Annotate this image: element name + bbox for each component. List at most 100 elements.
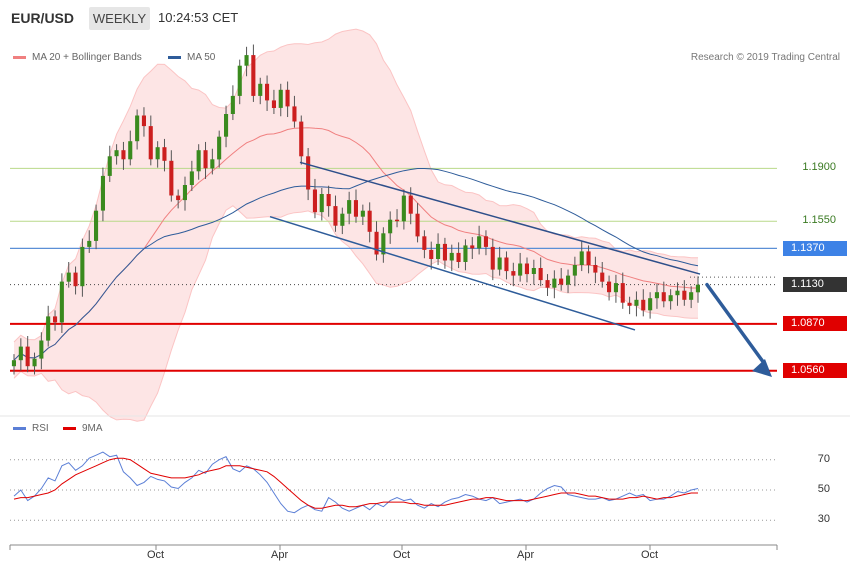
candle-body <box>381 233 386 255</box>
candle-body <box>121 150 126 160</box>
candle-body <box>538 268 543 281</box>
candle-body <box>483 236 488 247</box>
candle-body <box>367 210 372 232</box>
channel-upper-line <box>299 161 701 275</box>
candle-body <box>654 292 659 299</box>
candle-body <box>613 283 618 293</box>
ma20-swatch <box>13 56 26 59</box>
candle-body <box>668 295 673 302</box>
candle-body <box>566 275 571 285</box>
candle-body <box>422 236 427 250</box>
rsi-ma-swatch <box>63 427 76 430</box>
candle-body <box>32 358 37 367</box>
rsi-legend-label: RSI <box>32 423 49 434</box>
candle-body <box>388 219 393 234</box>
candle-body <box>299 121 304 157</box>
candle-body <box>456 252 461 262</box>
rsi-ma-legend-label: 9MA <box>82 423 103 434</box>
candle-body <box>182 185 187 201</box>
candle-body <box>312 189 317 213</box>
candle-body <box>265 83 270 101</box>
candle-body <box>53 316 58 323</box>
candle-body <box>408 195 413 214</box>
x-tick-label-3: Apr <box>517 549 535 561</box>
candle-body <box>333 206 338 226</box>
candle-body <box>217 136 222 160</box>
candle-body <box>347 200 352 214</box>
candle-body <box>661 292 666 302</box>
candle-body <box>73 272 78 287</box>
candle-body <box>237 65 242 96</box>
price-level-label-3: 1.1130 <box>783 277 847 293</box>
candle-body <box>429 249 434 259</box>
candle-body <box>203 150 208 169</box>
candle-body <box>319 194 324 213</box>
candle-body <box>258 83 263 96</box>
candle-body <box>224 114 229 137</box>
candle-body <box>340 213 345 226</box>
candle-body <box>196 150 201 172</box>
candle-body <box>46 316 51 341</box>
x-tick-label-4: Oct <box>641 549 659 561</box>
candle-body <box>648 298 653 311</box>
price-level-label-4: 1.0870 <box>783 316 847 332</box>
candle-body <box>326 194 331 207</box>
candle-body <box>39 340 44 359</box>
channel-lower-line <box>269 215 636 331</box>
candle-body <box>586 251 591 265</box>
candle-body <box>620 283 625 303</box>
candle-body <box>189 171 194 185</box>
candle-body <box>477 236 482 249</box>
candle-body <box>292 106 297 122</box>
timeframe-button[interactable]: WEEKLY <box>89 7 150 30</box>
candle-body <box>80 246 85 287</box>
ma50-legend: MA 50 <box>168 52 215 63</box>
candle-body <box>141 115 146 127</box>
rsi-line <box>13 451 699 514</box>
candle-body <box>59 281 64 323</box>
candle-body <box>210 159 215 169</box>
candle-body <box>470 245 475 249</box>
candle-body <box>401 195 406 222</box>
x-tick-label-1: Apr <box>271 549 289 561</box>
candle-body <box>634 299 639 306</box>
ma20-legend: MA 20 + Bollinger Bands <box>13 52 142 63</box>
candle-body <box>545 280 550 288</box>
candle-body <box>436 243 441 259</box>
ma50-swatch <box>168 56 181 59</box>
candle-body <box>600 272 605 282</box>
candle-body <box>504 257 509 272</box>
candle-body <box>25 346 30 367</box>
candle-body <box>251 55 256 96</box>
candle-body <box>490 246 495 270</box>
candle-body <box>230 95 235 114</box>
candle-body <box>374 231 379 255</box>
candle-body <box>169 160 174 196</box>
candle-body <box>449 252 454 261</box>
header-bar: EUR/USD WEEKLY 10:24:53 CET <box>0 0 850 36</box>
candle-body <box>607 281 612 293</box>
candle-body <box>285 89 290 107</box>
candle-body <box>695 284 700 293</box>
rsi-ma-line <box>13 457 698 509</box>
ma20-legend-label: MA 20 + Bollinger Bands <box>32 52 142 63</box>
candle-body <box>395 219 400 222</box>
bollinger-band-fill <box>14 29 698 422</box>
candle-body <box>524 263 529 275</box>
candle-body <box>593 265 598 273</box>
projection-arrow-shaft <box>705 282 765 364</box>
candle-body <box>641 299 646 311</box>
candle-body <box>627 302 632 306</box>
candle-body <box>415 213 420 237</box>
x-tick-label-2: Oct <box>393 549 411 561</box>
ma50-legend-label: MA 50 <box>187 52 216 63</box>
candle-body <box>128 141 133 160</box>
candle-body <box>497 257 502 270</box>
candle-body <box>552 278 557 288</box>
research-credit: Research © 2019 Trading Central <box>690 52 840 63</box>
candle-body <box>148 126 153 160</box>
x-tick-label-0: Oct <box>147 549 165 561</box>
price-level-label-2: 1.1370 <box>783 240 847 256</box>
candle-body <box>511 271 516 276</box>
